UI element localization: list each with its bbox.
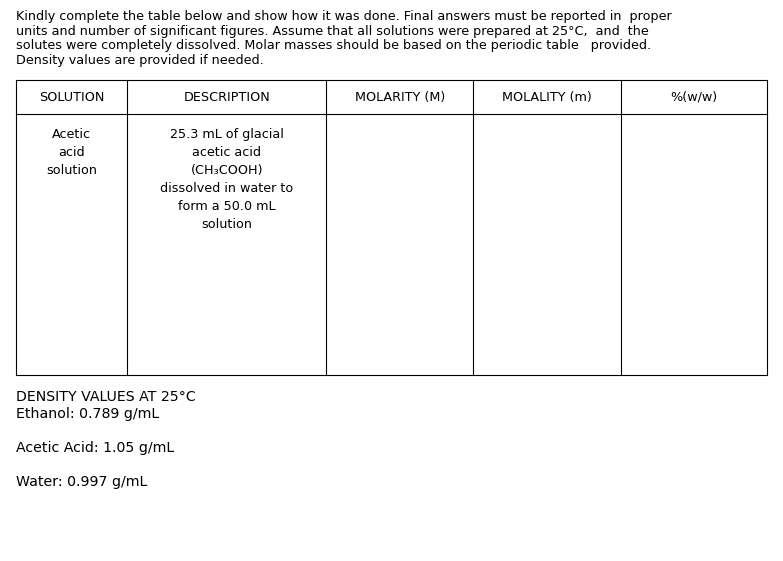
Bar (16, 80, 767, 375)
Text: Acetic Acid: 1.05 g/mL: Acetic Acid: 1.05 g/mL (16, 441, 174, 455)
Text: DENSITY VALUES AT 25°C: DENSITY VALUES AT 25°C (16, 390, 196, 404)
Text: Kindly complete the table below and show how it was done. Final answers must be : Kindly complete the table below and show… (16, 10, 672, 23)
Text: Acetic
acid
solution: Acetic acid solution (46, 128, 97, 177)
Text: MOLALITY (m): MOLALITY (m) (502, 90, 592, 103)
Text: Water: 0.997 g/mL: Water: 0.997 g/mL (16, 475, 147, 489)
Text: SOLUTION: SOLUTION (39, 90, 104, 103)
Text: solutes were completely dissolved. Molar masses should be based on the periodic : solutes were completely dissolved. Molar… (16, 39, 651, 52)
Text: DESCRIPTION: DESCRIPTION (183, 90, 270, 103)
Text: 25.3 mL of glacial
acetic acid
(CH₃COOH)
dissolved in water to
form a 50.0 mL
so: 25.3 mL of glacial acetic acid (CH₃COOH)… (160, 128, 294, 231)
Text: %(w/w): %(w/w) (670, 90, 717, 103)
Text: Ethanol: 0.789 g/mL: Ethanol: 0.789 g/mL (16, 407, 159, 421)
Text: MOLARITY (M): MOLARITY (M) (355, 90, 445, 103)
Text: units and number of significant figures. Assume that all solutions were prepared: units and number of significant figures.… (16, 25, 649, 38)
Text: Density values are provided if needed.: Density values are provided if needed. (16, 53, 264, 67)
